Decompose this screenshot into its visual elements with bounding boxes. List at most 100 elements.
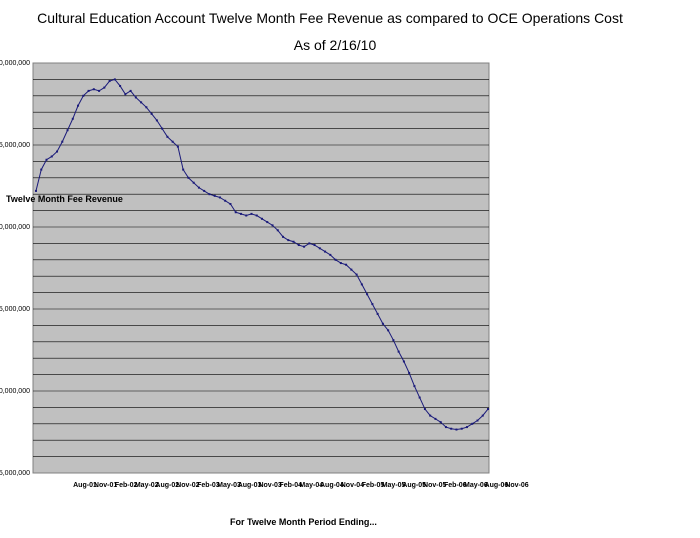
data-point	[171, 140, 174, 143]
y-tick-label: $25,000,000	[0, 470, 30, 477]
data-point	[245, 214, 248, 217]
data-point	[113, 78, 116, 81]
y-tick-label: $40,000,000	[0, 224, 30, 231]
x-tick-label: Feb-06	[444, 482, 467, 489]
data-point	[255, 214, 258, 217]
data-point	[271, 224, 274, 227]
data-point	[66, 129, 69, 132]
x-axis-ticks: Aug-01Nov-01Feb-02May-02Aug-02Nov-02Feb-…	[73, 482, 529, 489]
data-point	[218, 196, 221, 199]
data-point	[408, 371, 411, 374]
data-point	[197, 186, 200, 189]
data-point	[92, 88, 95, 91]
data-point	[471, 422, 474, 425]
data-point	[423, 408, 426, 411]
data-point	[366, 293, 369, 296]
data-point	[119, 84, 122, 87]
y-tick-label: $30,000,000	[0, 388, 30, 395]
data-point	[350, 268, 353, 271]
data-point	[455, 428, 458, 431]
data-point	[145, 106, 148, 109]
plot-area	[32, 62, 490, 474]
data-point	[208, 193, 211, 196]
data-point	[192, 181, 195, 184]
data-point	[381, 322, 384, 325]
series-markers	[35, 78, 489, 431]
y-tick-label: $50,000,000	[0, 60, 30, 67]
x-tick-label: Aug-01	[73, 482, 97, 489]
data-point	[250, 212, 253, 215]
data-point	[71, 117, 74, 120]
data-point	[187, 176, 190, 179]
x-tick-label: Aug-06	[485, 482, 509, 489]
data-point	[166, 135, 169, 138]
data-point	[345, 263, 348, 266]
x-tick-label: May-05	[382, 482, 406, 489]
data-point	[124, 93, 127, 96]
data-point	[61, 140, 64, 143]
data-point	[224, 199, 227, 202]
data-point	[140, 101, 143, 104]
data-point	[182, 168, 185, 171]
data-point	[397, 350, 400, 353]
data-point	[87, 89, 90, 92]
data-point	[402, 360, 405, 363]
x-tick-label: Nov-05	[423, 482, 446, 489]
x-tick-label: Nov-01	[94, 482, 117, 489]
data-point	[487, 408, 489, 411]
data-point	[313, 244, 316, 247]
x-tick-label: Nov-04	[341, 482, 364, 489]
data-point	[176, 145, 179, 148]
x-tick-label: Aug-02	[155, 482, 179, 489]
data-point	[239, 212, 242, 215]
data-point	[276, 229, 279, 232]
x-tick-label: May-03	[217, 482, 241, 489]
data-point	[360, 283, 363, 286]
data-point	[334, 258, 337, 261]
x-axis-label: For Twelve Month Period Ending...	[230, 517, 377, 527]
x-tick-label: Aug-03	[238, 482, 262, 489]
data-point	[108, 80, 111, 83]
data-point	[203, 189, 206, 192]
data-point	[318, 247, 321, 250]
data-point	[129, 89, 132, 92]
data-point	[103, 86, 106, 89]
data-point	[392, 339, 395, 342]
data-point	[50, 155, 53, 158]
data-point	[282, 235, 285, 238]
data-point	[413, 385, 416, 388]
data-point	[444, 426, 447, 429]
y-axis-ticks: $50,000,000 $45,000,000 $40,000,000 $35,000…	[0, 60, 30, 477]
data-point	[82, 94, 85, 97]
data-point	[266, 221, 269, 224]
data-point	[481, 414, 484, 417]
data-point	[297, 244, 300, 247]
data-point	[339, 262, 342, 265]
data-point	[465, 426, 468, 429]
x-tick-label: Nov-02	[176, 482, 199, 489]
x-tick-label: Nov-06	[505, 482, 528, 489]
data-point	[387, 329, 390, 332]
data-point	[324, 250, 327, 253]
x-tick-label: May-04	[299, 482, 323, 489]
data-point	[439, 421, 442, 424]
series-label: Twelve Month Fee Revenue	[6, 194, 123, 204]
data-point	[450, 427, 453, 430]
data-point	[45, 158, 48, 161]
data-point	[40, 168, 43, 171]
x-tick-label: Feb-02	[115, 482, 138, 489]
chart-title: Cultural Education Account Twelve Month …	[37, 10, 623, 26]
data-point	[308, 242, 311, 245]
data-point	[261, 217, 263, 220]
data-point	[303, 245, 306, 248]
gridlines	[33, 79, 489, 457]
data-point	[161, 127, 164, 130]
x-tick-label: Aug-05	[402, 482, 426, 489]
data-point	[434, 417, 437, 420]
x-tick-label: May-02	[135, 482, 159, 489]
data-point	[371, 303, 374, 306]
x-tick-label: Feb-03	[197, 482, 220, 489]
data-point	[150, 112, 153, 115]
data-point	[376, 312, 379, 315]
